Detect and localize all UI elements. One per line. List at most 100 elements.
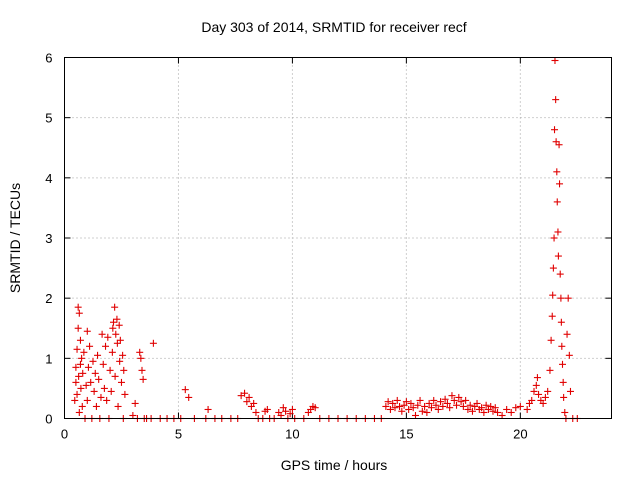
data-point bbox=[84, 363, 92, 371]
data-point bbox=[116, 357, 124, 365]
data-point bbox=[393, 396, 401, 404]
data-point bbox=[533, 374, 541, 382]
data-point bbox=[559, 378, 567, 386]
data-point bbox=[91, 369, 99, 377]
data-point bbox=[551, 57, 559, 65]
data-point bbox=[535, 390, 543, 398]
data-point bbox=[112, 330, 120, 338]
data-point bbox=[75, 372, 83, 380]
axis-ticks: 0 5 10 15 20 0 1 2 3 4 5 6 bbox=[45, 51, 612, 442]
data-point bbox=[561, 408, 569, 416]
data-point bbox=[78, 402, 86, 410]
data-point bbox=[92, 402, 100, 410]
data-point bbox=[405, 405, 413, 413]
data-point bbox=[439, 402, 447, 410]
data-point bbox=[457, 398, 465, 406]
data-point bbox=[87, 378, 95, 386]
data-point bbox=[185, 393, 193, 401]
data-point bbox=[80, 348, 88, 356]
data-point bbox=[402, 398, 410, 406]
data-point bbox=[407, 399, 415, 407]
data-point bbox=[100, 384, 108, 392]
data-point bbox=[498, 411, 506, 419]
data-point bbox=[382, 402, 390, 410]
data-point bbox=[548, 312, 556, 320]
data-point bbox=[473, 399, 481, 407]
data-point bbox=[544, 387, 552, 395]
data-point bbox=[552, 138, 560, 146]
data-point bbox=[507, 408, 515, 416]
data-point bbox=[523, 405, 531, 413]
data-point bbox=[90, 387, 98, 395]
x-tick-label: 0 bbox=[61, 427, 68, 442]
data-point bbox=[386, 405, 394, 413]
data-point bbox=[416, 396, 424, 404]
data-point bbox=[489, 407, 497, 415]
data-point bbox=[111, 303, 119, 311]
data-point bbox=[448, 392, 456, 400]
x-tick-label: 10 bbox=[285, 427, 299, 442]
data-point bbox=[119, 351, 127, 359]
data-point bbox=[74, 324, 82, 332]
data-point bbox=[446, 404, 454, 412]
data-point bbox=[512, 404, 520, 412]
data-point bbox=[557, 318, 565, 326]
x-tick-label: 20 bbox=[513, 427, 527, 442]
y-tick-label: 4 bbox=[45, 171, 52, 186]
data-point bbox=[99, 360, 107, 368]
data-point bbox=[114, 402, 122, 410]
data-point bbox=[263, 405, 271, 413]
data-point bbox=[425, 399, 433, 407]
data-point bbox=[530, 387, 538, 395]
y-tick-label: 0 bbox=[45, 412, 52, 427]
data-point bbox=[73, 390, 81, 398]
x-tick-label: 15 bbox=[399, 427, 413, 442]
data-point bbox=[487, 402, 495, 410]
data-point bbox=[494, 408, 502, 416]
data-point bbox=[411, 411, 419, 419]
data-point bbox=[109, 324, 117, 332]
data-point bbox=[311, 404, 319, 412]
data-point bbox=[564, 294, 572, 302]
data-point bbox=[113, 315, 121, 323]
data-points bbox=[71, 57, 581, 422]
data-point bbox=[418, 407, 426, 415]
data-point bbox=[110, 318, 118, 326]
data-point bbox=[551, 126, 559, 134]
data-point bbox=[554, 228, 562, 236]
y-tick-label: 6 bbox=[45, 51, 52, 66]
data-point bbox=[288, 405, 296, 413]
data-point bbox=[252, 408, 260, 416]
data-point bbox=[120, 366, 128, 374]
data-point bbox=[82, 381, 90, 389]
data-point bbox=[149, 339, 157, 347]
data-point bbox=[136, 348, 144, 356]
gridlines bbox=[64, 57, 612, 419]
data-point bbox=[434, 405, 442, 413]
data-point bbox=[541, 393, 549, 401]
data-point bbox=[104, 333, 112, 341]
data-point bbox=[491, 404, 499, 412]
data-point bbox=[72, 378, 80, 386]
data-point bbox=[555, 141, 563, 149]
data-point bbox=[279, 404, 287, 412]
data-point bbox=[553, 168, 561, 176]
data-point bbox=[421, 402, 429, 410]
x-axis-label: GPS time / hours bbox=[281, 457, 388, 473]
data-point bbox=[111, 372, 119, 380]
y-tick-label: 3 bbox=[45, 231, 52, 246]
data-point bbox=[557, 294, 565, 302]
data-point bbox=[546, 366, 554, 374]
data-point bbox=[245, 393, 253, 401]
data-point bbox=[116, 336, 124, 344]
chart-title: Day 303 of 2014, SRMTID for receiver rec… bbox=[201, 19, 466, 35]
data-point bbox=[113, 339, 121, 347]
data-point bbox=[75, 408, 83, 416]
data-point bbox=[137, 354, 145, 362]
data-point bbox=[384, 398, 392, 406]
data-point bbox=[441, 395, 449, 403]
y-tick-label: 1 bbox=[45, 351, 52, 366]
data-point bbox=[547, 336, 555, 344]
data-point bbox=[432, 401, 440, 409]
data-point bbox=[181, 386, 189, 394]
